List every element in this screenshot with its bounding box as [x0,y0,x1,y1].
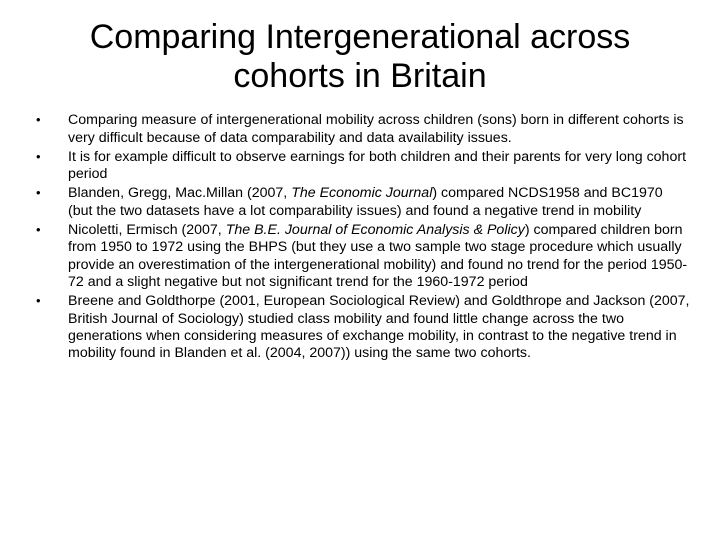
list-item: • It is for example difficult to observe… [30,149,690,184]
bullet-text: Blanden, Gregg, Mac.Millan (2007, The Ec… [68,185,690,220]
bullet-marker: • [30,112,68,128]
slide-title: Comparing Intergenerational across cohor… [30,18,690,96]
bullet-text: It is for example difficult to observe e… [68,149,690,184]
list-item: • Comparing measure of intergenerational… [30,112,690,147]
bullet-text: Breene and Goldthorpe (2001, European So… [68,293,690,362]
bullet-marker: • [30,185,68,201]
bullet-text-italic: The Economic Journal [291,185,432,201]
bullet-text-pre: Blanden, Gregg, Mac.Millan (2007, [68,185,291,201]
list-item: • Blanden, Gregg, Mac.Millan (2007, The … [30,185,690,220]
bullet-text: Nicoletti, Ermisch (2007, The B.E. Journ… [68,222,690,291]
list-item: • Nicoletti, Ermisch (2007, The B.E. Jou… [30,222,690,291]
bullet-text: Comparing measure of intergenerational m… [68,112,690,147]
bullet-text-italic: The B.E. Journal of Economic Analysis & … [226,222,525,238]
list-item: • Breene and Goldthorpe (2001, European … [30,293,690,362]
bullet-list: • Comparing measure of intergenerational… [30,112,690,362]
bullet-text-pre: Nicoletti, Ermisch (2007, [68,222,226,238]
bullet-marker: • [30,293,68,309]
bullet-marker: • [30,222,68,238]
bullet-marker: • [30,149,68,165]
